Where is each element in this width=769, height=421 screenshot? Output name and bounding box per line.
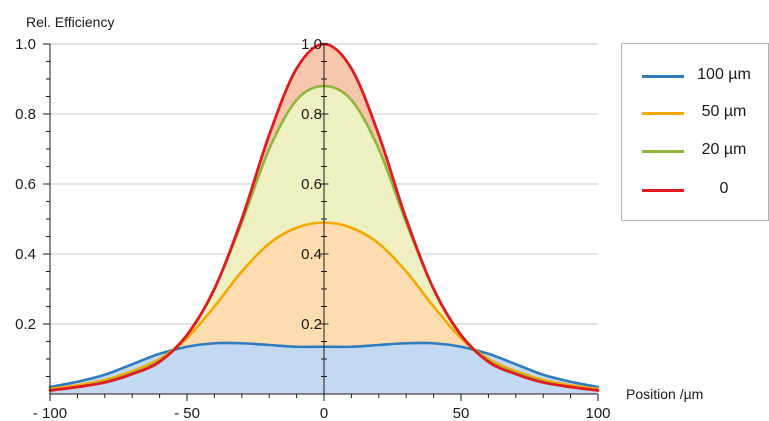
x-tick-label: 0: [320, 405, 328, 421]
x-tick-label: 100: [585, 405, 610, 421]
legend: 100 µm 50 µm 20 µm 0: [621, 43, 769, 221]
center-tick-label: 0.8: [301, 106, 322, 123]
x-tick-label: - 100: [33, 405, 67, 421]
x-tick-label: - 50: [174, 405, 200, 421]
y-tick-label: 0.8: [15, 106, 36, 123]
legend-label-50um: 50 µm: [701, 103, 747, 120]
legend-swatch-20um: [642, 150, 684, 153]
center-tick-label: 1.0: [301, 36, 322, 53]
y-tick-label: 0.6: [15, 176, 36, 193]
y-tick-label: 0.4: [15, 246, 36, 263]
center-tick-label: 0.4: [301, 246, 322, 263]
legend-label-0: 0: [719, 180, 729, 197]
legend-label-20um: 20 µm: [701, 141, 747, 158]
legend-item-100um: 100 µm: [622, 64, 769, 88]
legend-swatch-50um: [642, 112, 684, 115]
legend-item-0: 0: [622, 178, 769, 202]
ticks: 0.2 0.4 0.6 0.8 1.0 0.2 0.4 0.6 0.8 1.0 - 100 - 50 0…: [15, 36, 610, 421]
legend-swatch-0: [642, 189, 684, 192]
x-tick-label: 50: [453, 405, 470, 421]
legend-label-100um: 100 µm: [697, 66, 751, 83]
legend-item-50um: 50 µm: [622, 101, 769, 125]
center-tick-label: 0.2: [301, 316, 322, 333]
y-axis-title: Rel. Efficiency: [26, 14, 114, 30]
y-tick-label: 1.0: [15, 36, 36, 53]
x-axis-title: Position /µm: [626, 386, 703, 402]
legend-item-20um: 20 µm: [622, 139, 769, 163]
center-tick-label: 0.6: [301, 176, 322, 193]
legend-swatch-100um: [642, 75, 684, 78]
y-tick-label: 0.2: [15, 316, 36, 333]
